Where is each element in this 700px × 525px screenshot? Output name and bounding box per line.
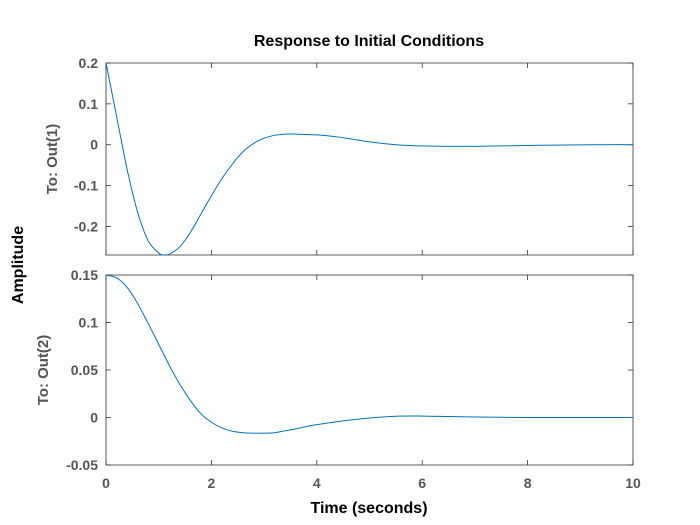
y-ticks: 0.2 0.1 0 -0.1 -0.2	[74, 55, 633, 234]
x-tick-labels: 0 2 4 6 8 10	[102, 475, 641, 491]
y-tick-label: 0.15	[71, 267, 98, 283]
subplot-ylabel: To: Out(1)	[44, 124, 61, 195]
y-tick-label: -0.05	[66, 457, 98, 473]
series-line	[105, 62, 634, 256]
y-tick-label: -0.1	[74, 178, 98, 194]
subplot-out1: To: Out(1) 0.2 0.1 0 -0.1 -0.2	[44, 55, 634, 256]
subplot-ylabel: To: Out(2)	[35, 335, 52, 406]
x-tick-label: 4	[313, 475, 321, 491]
y-tick-label: 0	[90, 137, 98, 153]
x-ticks	[105, 275, 634, 465]
y-tick-label: 0.2	[79, 55, 99, 71]
chart-title: Response to Initial Conditions	[254, 33, 484, 50]
y-tick-label: 0.1	[79, 315, 99, 331]
plot-area-frame	[105, 62, 634, 256]
y-tick-label: 0.1	[79, 96, 99, 112]
x-tick-label: 10	[625, 475, 641, 491]
subplot-out2: To: Out(2) 0.150.10.050-0.05 0 2 4 6 8 10	[35, 267, 641, 491]
x-tick-label: 8	[524, 475, 532, 491]
y-tick-label: 0	[90, 410, 98, 426]
x-tick-label: 2	[208, 475, 216, 491]
x-ticks	[105, 63, 634, 255]
x-axis-label: Time (seconds)	[310, 500, 427, 517]
series-line	[105, 274, 633, 434]
x-tick-label: 0	[102, 475, 110, 491]
y-ticks: 0.15 0.1 0.05 0 -0.05	[66, 267, 633, 473]
y-tick-label: 0.05	[71, 362, 98, 378]
x-tick-label: 6	[418, 475, 426, 491]
y-axis-label: Amplitude	[10, 226, 27, 304]
y-tick-label: -0.2	[74, 218, 98, 234]
